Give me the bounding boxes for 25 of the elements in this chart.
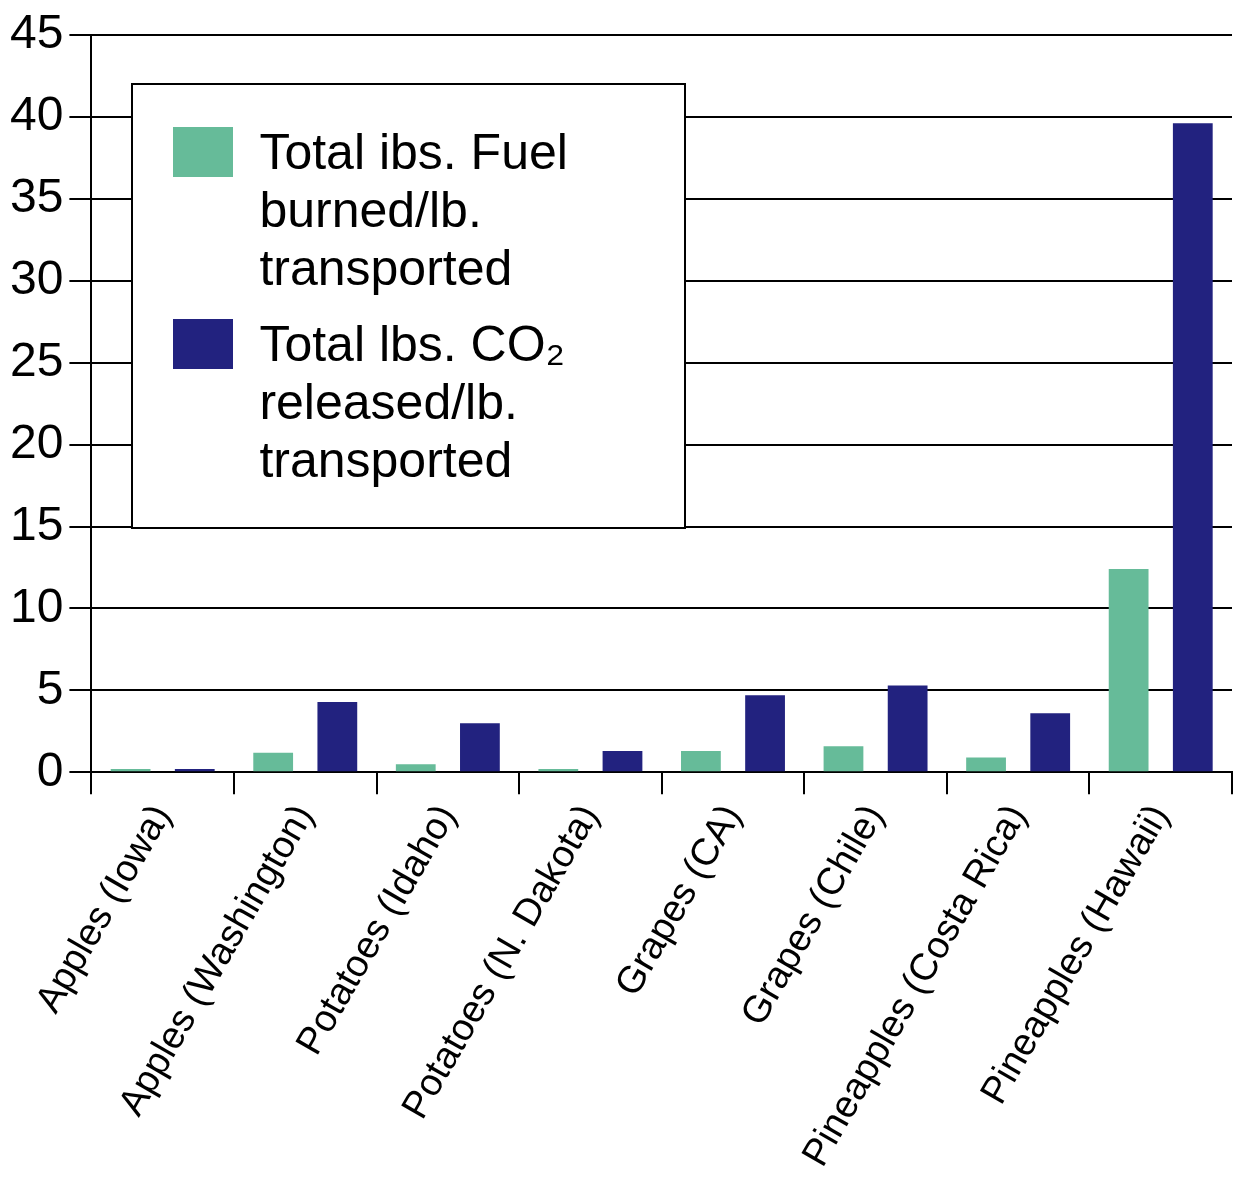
bar xyxy=(681,751,721,772)
y-tick-label: 45 xyxy=(10,5,64,59)
bar xyxy=(745,695,785,772)
legend-label: Total lbs. CO₂ released/lb. transported xyxy=(259,314,566,489)
legend-label: Total ibs. Fuel burned/lb. transported xyxy=(259,122,569,297)
bar xyxy=(460,723,500,772)
bar xyxy=(395,764,436,772)
bar xyxy=(1108,569,1149,772)
bar xyxy=(887,685,928,772)
y-tick-label: 40 xyxy=(10,86,64,140)
bar xyxy=(253,752,294,772)
bar xyxy=(602,751,643,772)
bar xyxy=(1030,713,1071,772)
y-tick-label: 10 xyxy=(10,578,64,632)
y-tick-label: 5 xyxy=(36,660,64,714)
bar xyxy=(823,746,864,772)
y-tick-label: 20 xyxy=(10,414,64,468)
y-tick-label: 0 xyxy=(36,742,64,796)
y-tick-label: 30 xyxy=(10,250,64,304)
bar xyxy=(317,701,358,772)
y-tick-label: 15 xyxy=(10,496,64,550)
y-tick-label: 35 xyxy=(10,168,64,222)
bar xyxy=(1172,123,1213,772)
bar xyxy=(966,757,1006,772)
y-tick-label: 25 xyxy=(10,332,64,386)
